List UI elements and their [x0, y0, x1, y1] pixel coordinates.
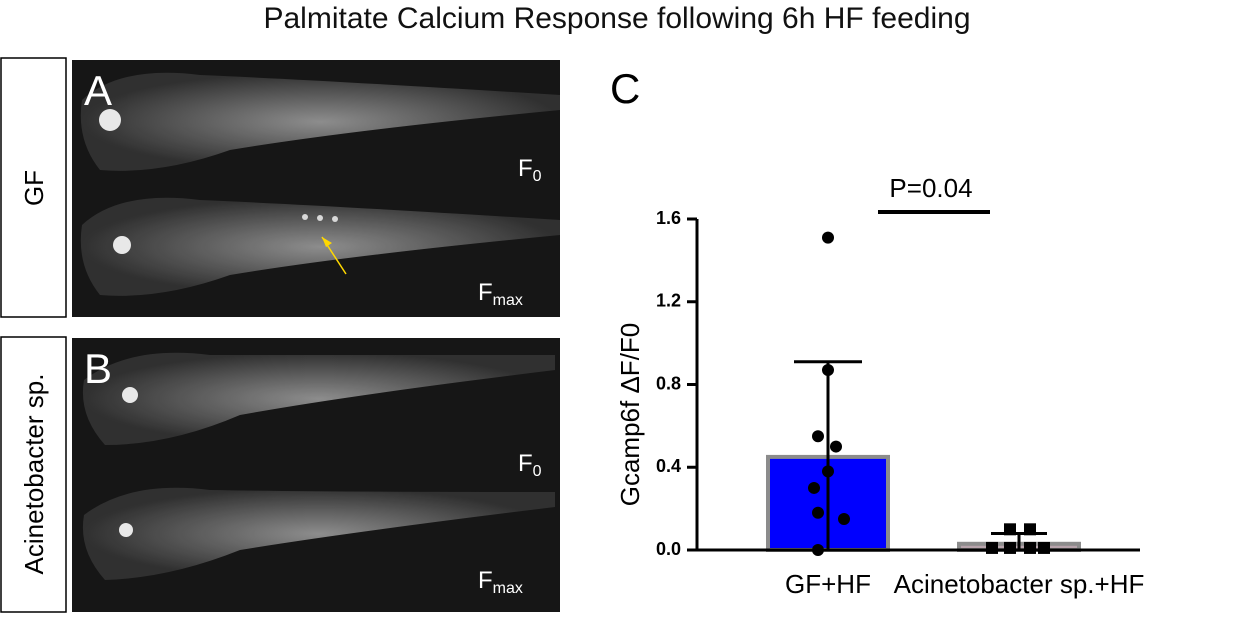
frame-label: Fmax — [478, 279, 523, 309]
data-point — [838, 512, 850, 525]
fish-image — [80, 72, 561, 296]
panel-letter: C — [610, 65, 640, 112]
data-point — [822, 364, 834, 377]
frame-main: F — [518, 155, 533, 182]
frame-main: F — [478, 567, 493, 594]
bar-chart: 0.0 0.4 0.8 1.2 1.6 Gcamp6f ΔF/F0 GF+HF Acineto… — [615, 173, 1144, 599]
data-point — [1004, 523, 1016, 536]
frame-label: F0 — [518, 450, 542, 480]
frame-sub: max — [493, 292, 523, 309]
frame-main: F — [518, 450, 533, 477]
frame-label: F0 — [518, 155, 542, 185]
data-point — [830, 440, 842, 453]
group-label: GF — [19, 170, 49, 206]
frame-sub: 0 — [533, 168, 542, 185]
panel-letter: B — [84, 345, 112, 392]
data-point — [812, 430, 824, 443]
y-tick-label: 0.4 — [656, 456, 681, 476]
y-tick-label: 0.8 — [656, 373, 681, 393]
frame-sub: 0 — [533, 463, 542, 480]
fish-image — [82, 352, 555, 580]
frame-label: Fmax — [478, 567, 523, 597]
panel-letter: A — [84, 67, 112, 114]
y-tick-label: 1.6 — [656, 208, 681, 228]
y-axis-label: Gcamp6f ΔF/F0 — [615, 323, 645, 507]
figure-title: Palmitate Calcium Response following 6h … — [263, 2, 970, 35]
x-tick-label: GF+HF — [785, 569, 871, 599]
data-point — [986, 541, 998, 554]
group-label: Acinetobacter sp. — [19, 374, 49, 575]
data-point — [812, 506, 824, 519]
significance-label: P=0.04 — [889, 173, 972, 203]
group-box — [0, 57, 67, 318]
group-box — [0, 336, 67, 613]
y-tick-label: 0.0 — [656, 539, 681, 559]
data-point — [822, 465, 834, 478]
data-point — [1024, 523, 1036, 536]
data-point — [812, 544, 824, 556]
x-tick-label: Acinetobacter sp.+HF — [894, 569, 1145, 599]
arrow-head — [322, 237, 332, 247]
data-point — [1024, 541, 1036, 554]
data-point — [808, 481, 820, 494]
data-point — [1004, 541, 1016, 554]
frame-main: F — [478, 279, 493, 306]
data-point — [822, 231, 834, 244]
y-tick-label: 1.2 — [656, 291, 681, 311]
frame-sub: max — [493, 580, 523, 597]
data-point — [1038, 541, 1050, 554]
